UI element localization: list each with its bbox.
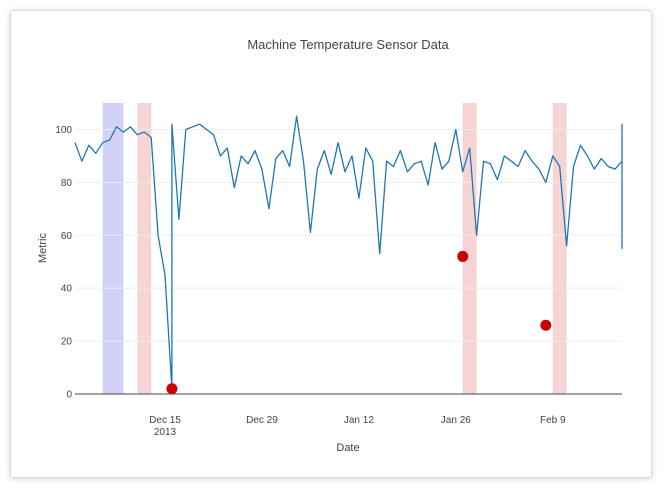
y-tick-label-60: 60 [61,231,73,242]
anomaly-point-3 [540,319,552,331]
x-tick-label-5: Feb 9 [540,415,566,426]
series-line-1 [74,115,623,390]
y-tick-label-40: 40 [61,284,73,295]
chart-title: Machine Temperature Sensor Data [247,37,449,52]
y-tick-label-100: 100 [55,125,72,136]
anomaly-point-2 [457,250,469,262]
x-tick-label-3: Jan 12 [344,415,374,426]
gridlines [75,128,622,342]
highlight-region-1 [102,103,124,394]
y-tick-label-80: 80 [61,178,73,189]
y-axis-title: Metric [37,233,49,263]
x-tick-sublabel-1: 2013 [154,427,177,438]
y-tick-label-20: 20 [61,337,73,348]
anomaly-point-1 [166,383,178,395]
y-tick-label-0: 0 [66,390,72,401]
series-layer [74,115,623,390]
y-axis-ticks: 0 20 40 60 80 100 [55,125,72,401]
highlight-regions [102,103,567,394]
highlight-region-2 [137,103,152,394]
highlight-region-3 [462,103,477,394]
x-axis-title: Date [336,442,359,454]
x-tick-label-1: Dec 15 [149,415,181,426]
anomaly-markers [166,250,552,395]
highlight-region-4 [552,103,567,394]
x-tick-label-2: Dec 29 [246,415,278,426]
x-tick-label-4: Jan 26 [441,415,471,426]
